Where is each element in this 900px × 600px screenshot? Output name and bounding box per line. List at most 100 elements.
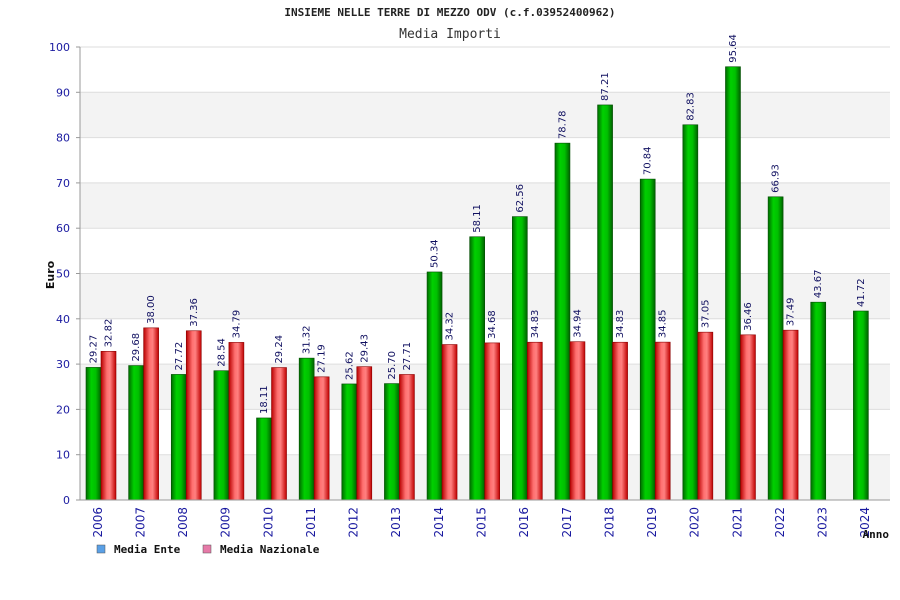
bar-media-ente-2010 [256, 417, 272, 501]
x-tick-label-2015: 2015 [475, 507, 489, 538]
x-tick-label-2011: 2011 [304, 507, 318, 538]
bar-media-ente-2024 [853, 310, 869, 501]
legend-swatch-media-ente [96, 544, 106, 554]
bar-media-nazionale-2008 [185, 330, 202, 501]
data-label-media-nazionale-2021: 36.46 [743, 302, 754, 331]
x-tick-label-2006: 2006 [91, 507, 105, 538]
bar-media-nazionale-2011 [313, 376, 330, 501]
bar-media-nazionale-2020 [697, 331, 714, 501]
data-label-media-nazionale-2009: 34.79 [231, 310, 242, 339]
bar-media-ente-2019 [639, 178, 656, 501]
x-tick-label-2007: 2007 [133, 507, 147, 538]
y-tick-label: 40 [56, 313, 70, 326]
bar-media-ente-2015 [469, 236, 485, 501]
data-label-media-nazionale-2014: 34.32 [445, 312, 456, 341]
y-tick-label: 20 [56, 403, 70, 416]
x-axis-label: Anno [863, 528, 890, 541]
x-tick-label-2022: 2022 [773, 507, 787, 538]
bar-media-nazionale-2015 [484, 342, 500, 501]
bar-media-nazionale-2007 [143, 327, 159, 501]
y-tick-label: 30 [56, 358, 70, 371]
y-tick-label: 50 [56, 268, 70, 281]
bar-media-nazionale-2012 [356, 366, 373, 501]
bar-media-nazionale-2010 [271, 367, 287, 501]
y-tick-label: 0 [63, 494, 70, 507]
data-label-media-ente-2010: 18.11 [259, 385, 270, 414]
y-tick-label: 10 [56, 449, 70, 462]
bar-media-ente-2018 [597, 104, 613, 501]
data-label-media-ente-2011: 31.32 [302, 325, 313, 354]
data-label-media-nazionale-2012: 29.43 [359, 334, 370, 363]
data-label-media-ente-2017: 78.78 [557, 110, 568, 139]
y-tick-label: 100 [49, 41, 70, 54]
x-tick-label-2020: 2020 [688, 507, 702, 538]
y-axis-label: Euro [44, 260, 57, 289]
x-tick-label-2024: 2024 [858, 507, 872, 538]
bar-media-nazionale-2022 [782, 329, 799, 501]
data-label-media-ente-2019: 70.84 [643, 146, 654, 175]
plot-band [80, 273, 890, 319]
bar-media-nazionale-2009 [228, 342, 245, 501]
x-tick-label-2021: 2021 [730, 507, 744, 538]
data-label-media-nazionale-2019: 34.85 [658, 309, 669, 338]
y-tick-label: 70 [56, 177, 70, 190]
chart-title: INSIEME NELLE TERRE DI MEZZO ODV (c.f.03… [284, 6, 615, 19]
plot-band [80, 137, 890, 183]
data-label-media-nazionale-2013: 27.71 [402, 342, 413, 371]
plot-band [80, 92, 890, 138]
data-label-media-ente-2018: 87.21 [600, 72, 611, 101]
bar-media-ente-2011 [298, 357, 315, 501]
bar-media-nazionale-2016 [527, 341, 543, 501]
y-axis-ticks: 0 10 20 30 40 50 60 70 80 90 100 [49, 41, 80, 507]
bar-media-ente-2022 [767, 196, 784, 501]
data-labels: 29.27 32.82 29.68 38.00 27.72 37.36 28.54 34.79… [89, 34, 867, 414]
data-label-media-ente-2013: 25.70 [387, 351, 398, 380]
x-tick-label-2014: 2014 [432, 507, 446, 538]
plot-band [80, 228, 890, 274]
bar-media-ente-2016 [512, 216, 528, 501]
plot-band [80, 47, 890, 93]
data-label-media-nazionale-2011: 27.19 [317, 344, 328, 373]
data-label-media-nazionale-2006: 32.82 [104, 319, 115, 348]
data-label-media-ente-2007: 29.68 [131, 333, 142, 362]
data-label-media-ente-2015: 58.11 [472, 204, 483, 233]
bar-media-nazionale-2014 [441, 344, 458, 501]
legend-label-media-nazionale: Media Nazionale [220, 543, 320, 556]
bar-media-ente-2023 [810, 301, 827, 501]
data-label-media-ente-2012: 25.62 [344, 351, 355, 380]
x-axis-ticks: 2006 2007 2008 2009 2010 2011 2012 2013 2014 2015… [91, 507, 872, 538]
y-tick-label: 80 [56, 132, 70, 145]
legend: Media Ente Media Nazionale [96, 543, 320, 556]
bar-media-ente-2008 [170, 374, 187, 501]
data-label-media-nazionale-2010: 29.24 [274, 335, 285, 364]
x-tick-label-2017: 2017 [560, 507, 574, 538]
data-label-media-ente-2006: 29.27 [89, 335, 100, 364]
bar-media-ente-2006 [85, 367, 102, 501]
data-label-media-nazionale-2007: 38.00 [146, 295, 157, 324]
bar-media-nazionale-2013 [399, 374, 415, 501]
x-tick-label-2018: 2018 [602, 507, 616, 538]
bar-media-ente-2013 [384, 383, 400, 501]
bar-media-ente-2020 [682, 124, 699, 501]
x-tick-label-2009: 2009 [219, 507, 233, 538]
data-label-media-ente-2021: 95.64 [728, 34, 739, 63]
data-label-media-nazionale-2015: 34.68 [487, 310, 498, 339]
y-tick-label: 60 [56, 222, 70, 235]
data-label-media-ente-2022: 66.93 [771, 164, 782, 193]
data-label-media-ente-2014: 50.34 [430, 239, 441, 268]
data-label-media-nazionale-2020: 37.05 [700, 300, 711, 329]
data-label-media-nazionale-2018: 34.83 [615, 310, 626, 339]
bar-media-ente-2021 [725, 66, 741, 501]
x-tick-label-2016: 2016 [517, 507, 531, 538]
data-label-media-ente-2009: 28.54 [216, 338, 227, 367]
legend-label-media-ente: Media Ente [114, 543, 181, 556]
bar-media-ente-2009 [213, 370, 230, 501]
bar-media-ente-2012 [341, 383, 358, 501]
data-label-media-ente-2020: 82.83 [685, 92, 696, 121]
bar-media-nazionale-2019 [654, 341, 671, 501]
data-label-media-nazionale-2017: 34.94 [572, 309, 583, 338]
x-tick-label-2012: 2012 [347, 507, 361, 538]
data-label-media-ente-2024: 41.72 [856, 278, 867, 307]
